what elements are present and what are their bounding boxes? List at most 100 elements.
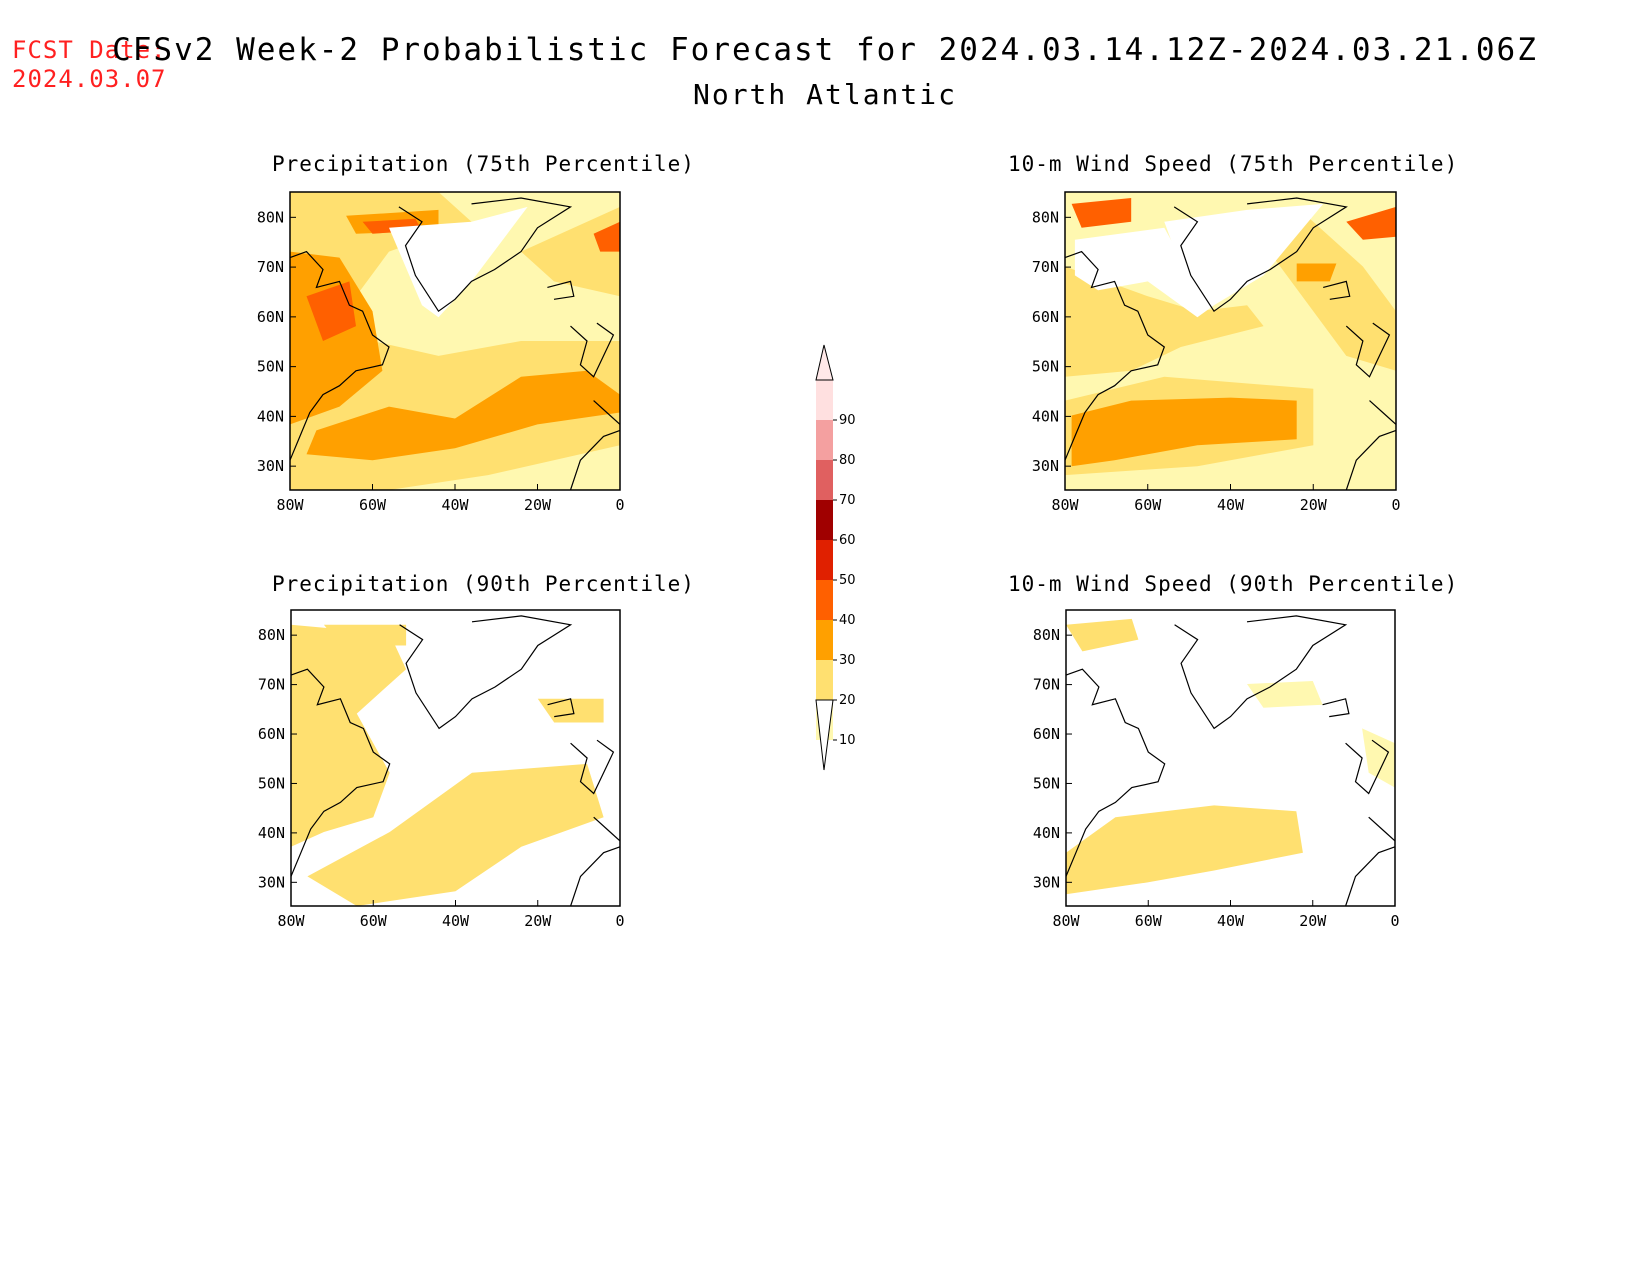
colorbar-swatch xyxy=(816,420,833,460)
lat-tick-label: 60N xyxy=(1032,308,1059,326)
lon-tick-label: 80W xyxy=(277,912,305,930)
colorbar-level-label: 50 xyxy=(839,573,856,588)
colorbar-swatch xyxy=(816,500,833,540)
lat-tick-label: 80N xyxy=(1032,208,1059,226)
map-shading xyxy=(1066,618,1395,895)
colorbar-level-label: 40 xyxy=(839,613,856,628)
coastline xyxy=(1174,615,1348,730)
map-shading xyxy=(290,192,620,490)
colorbar-level-label: 30 xyxy=(839,653,856,668)
probability-contour xyxy=(1071,198,1132,228)
colorbar-swatch xyxy=(816,660,833,700)
probability-contour xyxy=(1066,805,1303,895)
map-precip-90: 80N 70N 60N 50N 40N 30N 80W 60W 40W 20W 0 xyxy=(258,609,625,930)
lon-tick-label: 20W xyxy=(1300,496,1328,514)
lon-tick-label: 60W xyxy=(1135,912,1163,930)
main-title: CFSv2 Week-2 Probabilistic Forecast for … xyxy=(112,32,1538,68)
lat-tick-label: 40N xyxy=(1033,824,1060,842)
coastline xyxy=(1173,197,1348,313)
lon-tick-label: 20W xyxy=(1299,912,1327,930)
coastline xyxy=(569,429,621,491)
lon-tick-label: 40W xyxy=(441,496,469,514)
lon-tick-label: 0 xyxy=(1391,496,1400,514)
probability-contour xyxy=(1065,266,1264,377)
forecast-date-value: 2024.03.07 xyxy=(12,65,167,93)
lat-tick-label: 70N xyxy=(258,676,285,694)
colorbar-level-label: 20 xyxy=(839,693,856,708)
probability-contour xyxy=(1247,681,1323,708)
lat-tick-label: 40N xyxy=(257,407,284,425)
lon-tick-label: 60W xyxy=(1134,496,1162,514)
probability-contour xyxy=(1296,263,1337,282)
colorbar-top-cap xyxy=(815,344,834,381)
colorbar-level-label: 60 xyxy=(839,533,856,548)
region-title: North Atlantic xyxy=(692,78,957,111)
map-wind-90: 80N 70N 60N 50N 40N 30N 80W 60W 40W 20W 0 xyxy=(1033,609,1400,930)
coastline xyxy=(1345,322,1391,378)
lat-tick-label: 50N xyxy=(1033,774,1060,792)
map-wind-75: 80N 70N 60N 50N 40N 30N 80W 60W 40W 20W 0 xyxy=(1032,191,1401,514)
lon-tick-label: 20W xyxy=(524,496,552,514)
lon-tick-label: 80W xyxy=(276,496,304,514)
probability-contour xyxy=(1346,206,1396,240)
probability-contour xyxy=(1066,618,1139,652)
lon-tick-label: 40W xyxy=(1217,912,1245,930)
coastline xyxy=(547,698,575,718)
lat-tick-label: 50N xyxy=(1032,358,1059,376)
colorbar-swatch xyxy=(816,580,833,620)
probability-contour xyxy=(593,221,620,252)
lat-tick-label: 80N xyxy=(1033,626,1060,644)
lat-tick-label: 60N xyxy=(257,308,284,326)
lat-tick-label: 30N xyxy=(257,457,284,475)
lon-tick-label: 80W xyxy=(1051,496,1079,514)
coastline xyxy=(570,846,621,907)
lat-tick-label: 50N xyxy=(257,358,284,376)
probability-contour xyxy=(306,370,620,461)
lat-tick-label: 70N xyxy=(257,258,284,276)
coastline xyxy=(1323,280,1351,300)
probability-contour xyxy=(389,206,528,318)
colorbar-level-label: 70 xyxy=(839,493,856,508)
coastline xyxy=(547,280,575,300)
probability-contour xyxy=(1074,227,1214,318)
coastline xyxy=(1345,739,1390,795)
colorbar-level-label: 10 xyxy=(839,733,856,748)
probability-contour xyxy=(521,206,620,297)
colorbar-level-label: 90 xyxy=(839,413,856,428)
lon-tick-label: 40W xyxy=(442,912,470,930)
coastline xyxy=(1322,698,1350,718)
lat-tick-label: 80N xyxy=(257,208,284,226)
lon-tick-label: 40W xyxy=(1217,496,1245,514)
lat-tick-label: 40N xyxy=(1032,407,1059,425)
lon-tick-label: 60W xyxy=(359,496,387,514)
map-shading xyxy=(291,624,604,906)
forecast-date-label: FCST Date: xyxy=(12,36,167,64)
lat-tick-label: 40N xyxy=(258,824,285,842)
lat-tick-label: 30N xyxy=(258,873,285,891)
lat-tick-label: 50N xyxy=(258,774,285,792)
lat-tick-label: 70N xyxy=(1033,676,1060,694)
panel-title-precip-75: Precipitation (75th Percentile) xyxy=(272,152,695,176)
forecast-date-block: FCST Date: 2024.03.07 xyxy=(12,36,167,94)
coastline xyxy=(1368,816,1396,842)
panel-title-wind-90: 10-m Wind Speed (90th Percentile) xyxy=(1008,572,1459,596)
probability-contour xyxy=(1071,397,1297,467)
colorbar-swatch xyxy=(816,380,833,420)
colorbar: 10 20 30 40 50 60 70 80 90 xyxy=(815,344,856,771)
coastline xyxy=(593,400,621,425)
coastlines xyxy=(1065,615,1396,907)
lon-tick-label: 60W xyxy=(360,912,388,930)
coastline xyxy=(290,668,391,877)
coastline xyxy=(1345,846,1396,907)
colorbar-level-label: 80 xyxy=(839,453,856,468)
lat-tick-label: 80N xyxy=(258,626,285,644)
probability-contour xyxy=(307,763,604,906)
coastlines xyxy=(290,615,621,907)
coastline xyxy=(1064,250,1166,461)
coastlines xyxy=(289,197,621,491)
lat-tick-label: 30N xyxy=(1033,873,1060,891)
probability-contour xyxy=(291,624,407,847)
lon-tick-label: 0 xyxy=(615,912,624,930)
colorbar-swatch xyxy=(816,620,833,660)
lat-tick-label: 70N xyxy=(1032,258,1059,276)
